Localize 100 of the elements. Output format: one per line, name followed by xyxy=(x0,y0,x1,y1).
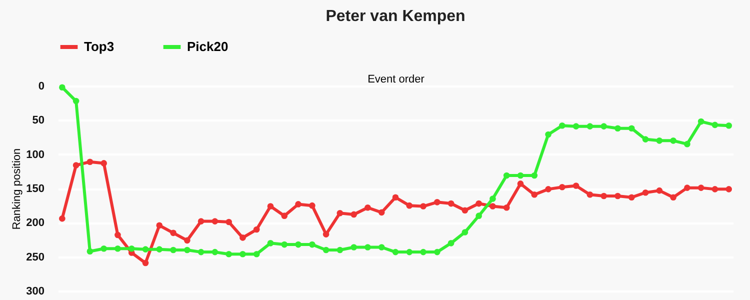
point xyxy=(545,186,552,192)
point xyxy=(670,138,676,144)
point xyxy=(212,248,218,256)
point xyxy=(281,212,288,219)
point xyxy=(503,204,510,211)
chart-title: Peter van Kempen xyxy=(326,8,466,25)
point xyxy=(142,260,149,266)
point xyxy=(114,232,121,238)
point xyxy=(559,184,566,190)
point xyxy=(656,138,663,144)
point xyxy=(670,194,676,201)
y-tick-label: 0 xyxy=(38,80,44,92)
point xyxy=(184,237,190,244)
point xyxy=(295,241,302,248)
point xyxy=(476,200,482,207)
point xyxy=(322,231,330,238)
point xyxy=(420,248,426,256)
legend-label: Top3 xyxy=(84,39,114,54)
point xyxy=(100,160,107,166)
point xyxy=(559,122,566,129)
point xyxy=(156,222,163,229)
point xyxy=(406,248,413,256)
point xyxy=(364,204,371,211)
point xyxy=(156,246,163,252)
point xyxy=(309,241,316,248)
point xyxy=(572,123,580,130)
point xyxy=(142,246,149,252)
point xyxy=(434,199,440,206)
x-axis-title: Event order xyxy=(368,74,425,86)
point xyxy=(336,210,344,216)
point xyxy=(712,122,718,128)
point xyxy=(614,192,621,200)
y-tick-label: 200 xyxy=(26,217,44,230)
point xyxy=(600,123,607,130)
point xyxy=(170,230,176,236)
point xyxy=(503,172,510,179)
point xyxy=(267,203,274,210)
point xyxy=(448,200,454,207)
point xyxy=(490,196,496,202)
point xyxy=(614,125,621,132)
point xyxy=(212,218,218,224)
point xyxy=(59,215,66,222)
y-tick-label: 300 xyxy=(26,286,44,298)
point xyxy=(406,202,413,209)
point xyxy=(364,244,371,250)
y-tick-label: 250 xyxy=(26,251,44,264)
legend-label: Pick20 xyxy=(187,39,228,54)
point xyxy=(72,98,80,104)
point xyxy=(336,246,344,254)
point xyxy=(628,194,635,201)
point xyxy=(392,194,399,201)
point xyxy=(420,203,426,210)
point xyxy=(267,240,274,246)
point xyxy=(698,184,704,191)
point xyxy=(253,226,260,233)
point xyxy=(322,246,330,254)
point xyxy=(656,187,663,194)
point xyxy=(198,218,204,224)
point xyxy=(517,172,524,179)
point xyxy=(114,245,121,252)
y-tick-label: 50 xyxy=(32,114,44,127)
point xyxy=(86,248,94,255)
point xyxy=(72,162,80,168)
point xyxy=(698,118,704,125)
point xyxy=(128,245,135,252)
point xyxy=(281,241,288,248)
point xyxy=(586,191,594,198)
point xyxy=(448,240,454,246)
point xyxy=(392,248,399,256)
y-tick-label: 150 xyxy=(26,183,44,195)
point xyxy=(462,207,468,214)
point xyxy=(226,218,232,226)
point xyxy=(253,250,260,258)
point xyxy=(86,158,94,166)
point xyxy=(476,212,482,219)
point xyxy=(240,250,246,258)
point xyxy=(226,250,232,258)
point xyxy=(295,201,302,208)
point xyxy=(59,84,66,91)
point xyxy=(309,202,316,209)
point xyxy=(531,172,538,179)
point xyxy=(545,131,552,138)
point xyxy=(726,122,732,129)
point xyxy=(726,186,732,192)
point xyxy=(170,246,176,254)
point xyxy=(100,245,107,252)
point xyxy=(684,140,690,148)
point xyxy=(350,211,357,218)
point xyxy=(517,180,524,187)
point xyxy=(642,189,649,196)
point xyxy=(434,248,440,256)
point xyxy=(572,182,580,189)
point xyxy=(586,123,594,130)
point xyxy=(198,248,204,256)
point xyxy=(240,234,246,241)
point xyxy=(490,203,496,210)
point xyxy=(378,244,385,250)
point xyxy=(628,125,635,132)
point xyxy=(600,192,607,200)
point xyxy=(462,229,468,236)
